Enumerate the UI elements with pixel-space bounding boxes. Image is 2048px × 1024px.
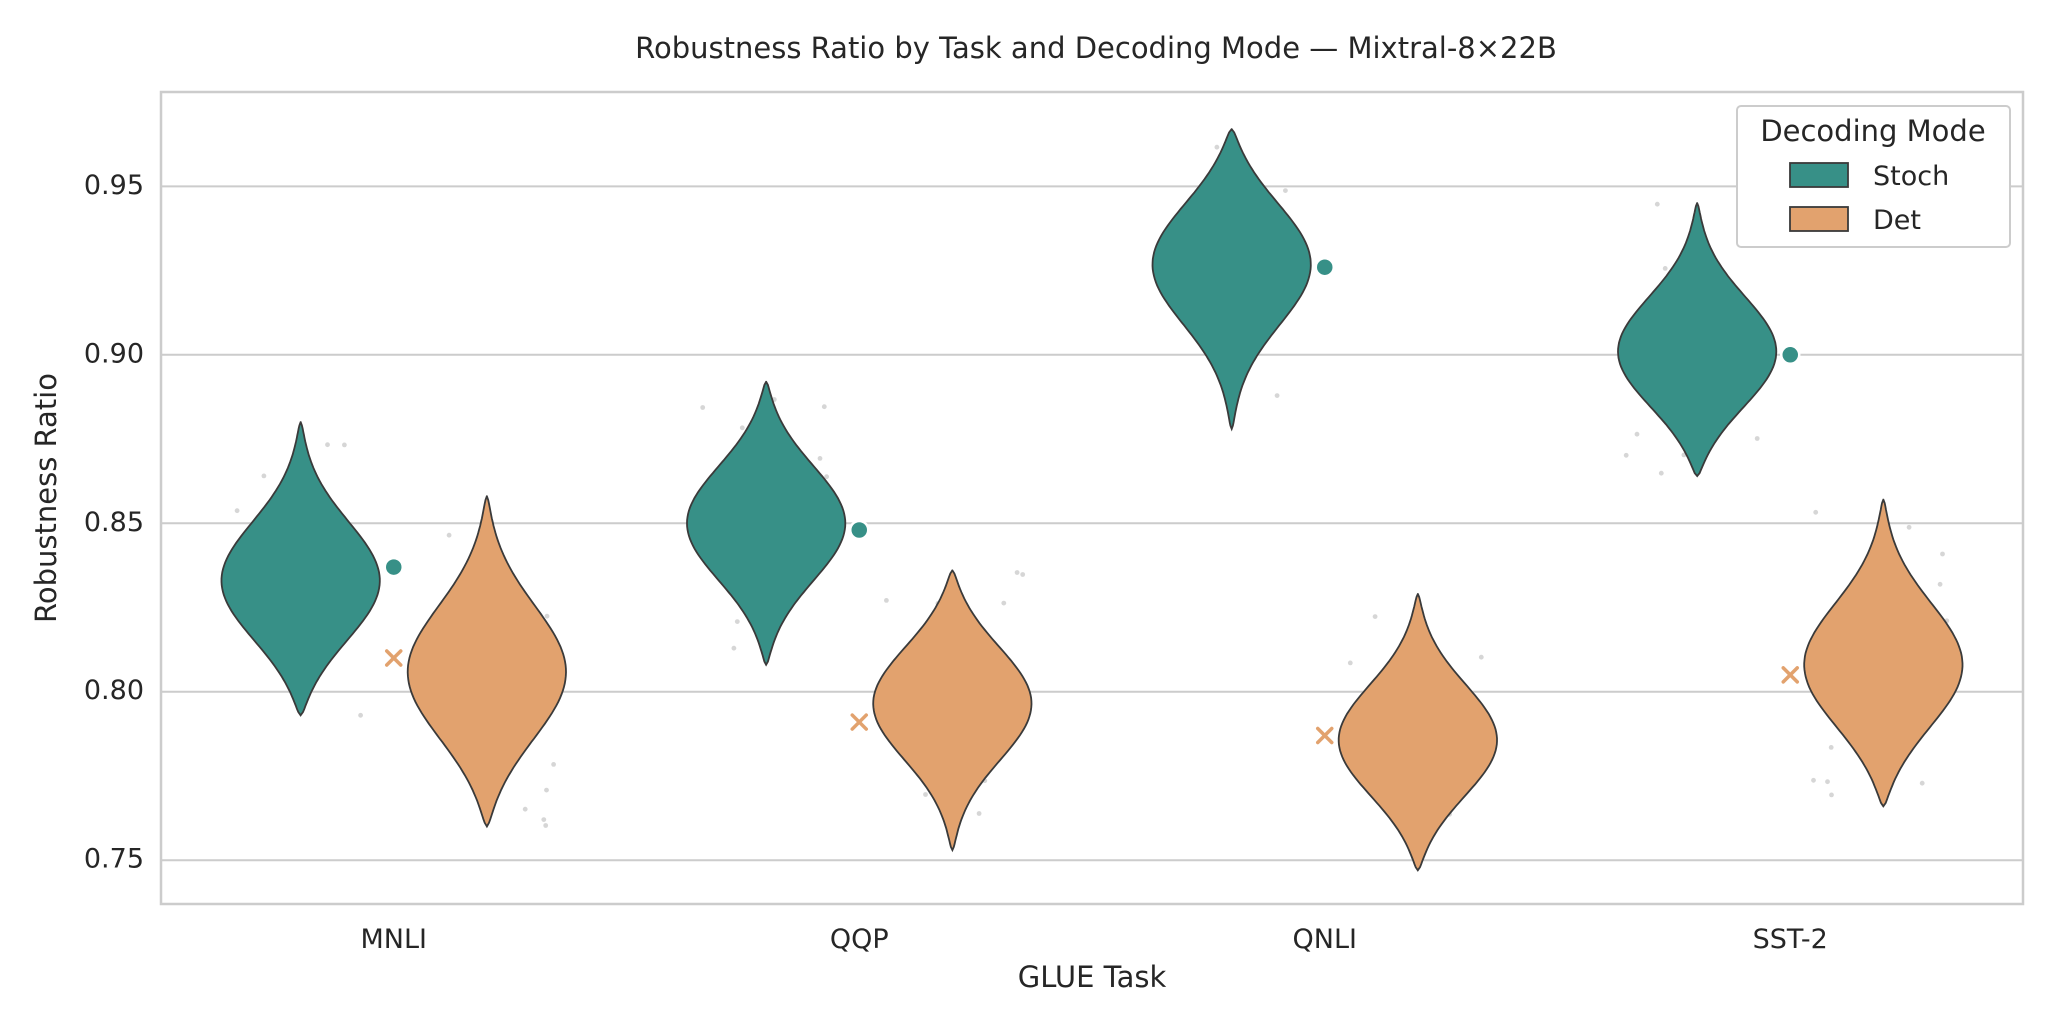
- violin-stoch-mnli: [220, 421, 381, 717]
- jitter-point: [1372, 614, 1378, 619]
- jitter-point: [1020, 572, 1026, 577]
- violin-det-mnli: [406, 495, 567, 829]
- mean-marker-stoch: [383, 556, 404, 578]
- jitter-point: [1214, 144, 1220, 150]
- y-tick-labels: 0.75 0.80 0.85 0.90 0.95: [84, 170, 144, 875]
- x-axis-title: GLUE Task: [1018, 960, 1167, 994]
- legend: Decoding Mode Stoch Det: [1736, 105, 2011, 248]
- jitter-point: [700, 405, 706, 410]
- jitter-point: [544, 787, 549, 793]
- mean-marker-stoch: [1780, 344, 1801, 366]
- mean-marker-stoch: [849, 519, 870, 541]
- x-tick-label: MNLI: [361, 924, 428, 955]
- jitter-point: [824, 474, 829, 480]
- jitter-point: [1654, 201, 1660, 207]
- violin-stoch-qqp: [686, 380, 847, 667]
- jitter-point: [1813, 509, 1819, 515]
- mean-marker-det: [1314, 725, 1336, 747]
- jitter-point: [325, 442, 330, 448]
- y-tick-label: 0.95: [84, 170, 144, 201]
- jitter-point: [1623, 452, 1629, 458]
- jitter-point: [731, 645, 737, 651]
- jitter-point: [1919, 780, 1925, 786]
- jitter-point: [1658, 470, 1664, 476]
- jitter-point: [551, 762, 556, 767]
- y-tick-label: 0.90: [84, 338, 144, 369]
- jitter-point: [543, 823, 549, 828]
- legend-swatch-stoch: [1789, 162, 1849, 188]
- jitter-point: [1283, 188, 1288, 194]
- violin-stoch-qnli: [1151, 128, 1312, 432]
- jitter-point: [1906, 524, 1912, 530]
- jitter-point: [734, 619, 740, 624]
- jitter-point: [1940, 551, 1945, 557]
- mean-marker-stoch: [1314, 256, 1335, 278]
- jitter-point: [1347, 660, 1353, 666]
- jitter-point: [1001, 600, 1007, 606]
- violin-det-qqp: [872, 569, 1033, 853]
- mean-marker-det: [848, 711, 870, 733]
- legend-label-det: Det: [1873, 205, 1921, 236]
- jitter-point: [739, 425, 745, 431]
- violin-det-sst-2: [1803, 498, 1964, 808]
- jitter-point: [446, 532, 452, 538]
- jitter-point: [923, 792, 928, 797]
- y-axis-title: Robustness Ratio: [29, 373, 63, 623]
- mean-marker-det: [383, 647, 405, 669]
- jitter-point: [1811, 777, 1816, 783]
- jitter-point: [821, 404, 827, 410]
- legend-title: Decoding Mode: [1760, 114, 1985, 148]
- x-tick-label: SST-2: [1753, 924, 1828, 955]
- jitter-point: [1274, 393, 1280, 398]
- jitter-point: [1014, 570, 1020, 575]
- jitter-point: [342, 442, 347, 448]
- mean-marker-det: [1779, 664, 1801, 686]
- jitter-point: [1937, 581, 1943, 587]
- x-tick-labels: MNLI QQP QNLI SST-2: [361, 924, 1828, 955]
- legend-swatch-det: [1789, 206, 1849, 232]
- jitter-point: [541, 817, 547, 822]
- jitter-point: [976, 811, 982, 816]
- jitter-point: [1828, 745, 1834, 750]
- jitter-point: [1478, 654, 1484, 660]
- jitter-point: [1754, 436, 1760, 441]
- legend-label-stoch: Stoch: [1873, 161, 1949, 192]
- jitter-point: [234, 508, 240, 514]
- jitter-point: [544, 613, 550, 619]
- jitter-point: [1829, 792, 1834, 798]
- chart-title: Robustness Ratio by Task and Decoding Mo…: [635, 31, 1557, 65]
- violin-stoch-sst-2: [1617, 202, 1778, 478]
- jitter-point: [884, 598, 889, 603]
- y-tick-label: 0.85: [84, 507, 144, 538]
- y-tick-label: 0.75: [84, 844, 144, 875]
- mean-markers: [383, 256, 1801, 747]
- jitter-point: [261, 473, 267, 479]
- jitter-point: [817, 456, 823, 461]
- violin-det-qnli: [1337, 593, 1498, 872]
- jitter-point: [358, 712, 363, 718]
- jitter-point: [1825, 779, 1830, 785]
- jitter-point: [522, 806, 528, 812]
- x-tick-label: QNLI: [1293, 924, 1357, 955]
- violins: [220, 128, 1964, 872]
- y-tick-label: 0.80: [84, 675, 144, 706]
- gridlines: [161, 185, 2023, 862]
- jitter-point: [1662, 266, 1668, 271]
- plot-frame: [159, 90, 2025, 906]
- jitter-point: [1634, 431, 1640, 437]
- x-tick-label: QQP: [830, 924, 889, 955]
